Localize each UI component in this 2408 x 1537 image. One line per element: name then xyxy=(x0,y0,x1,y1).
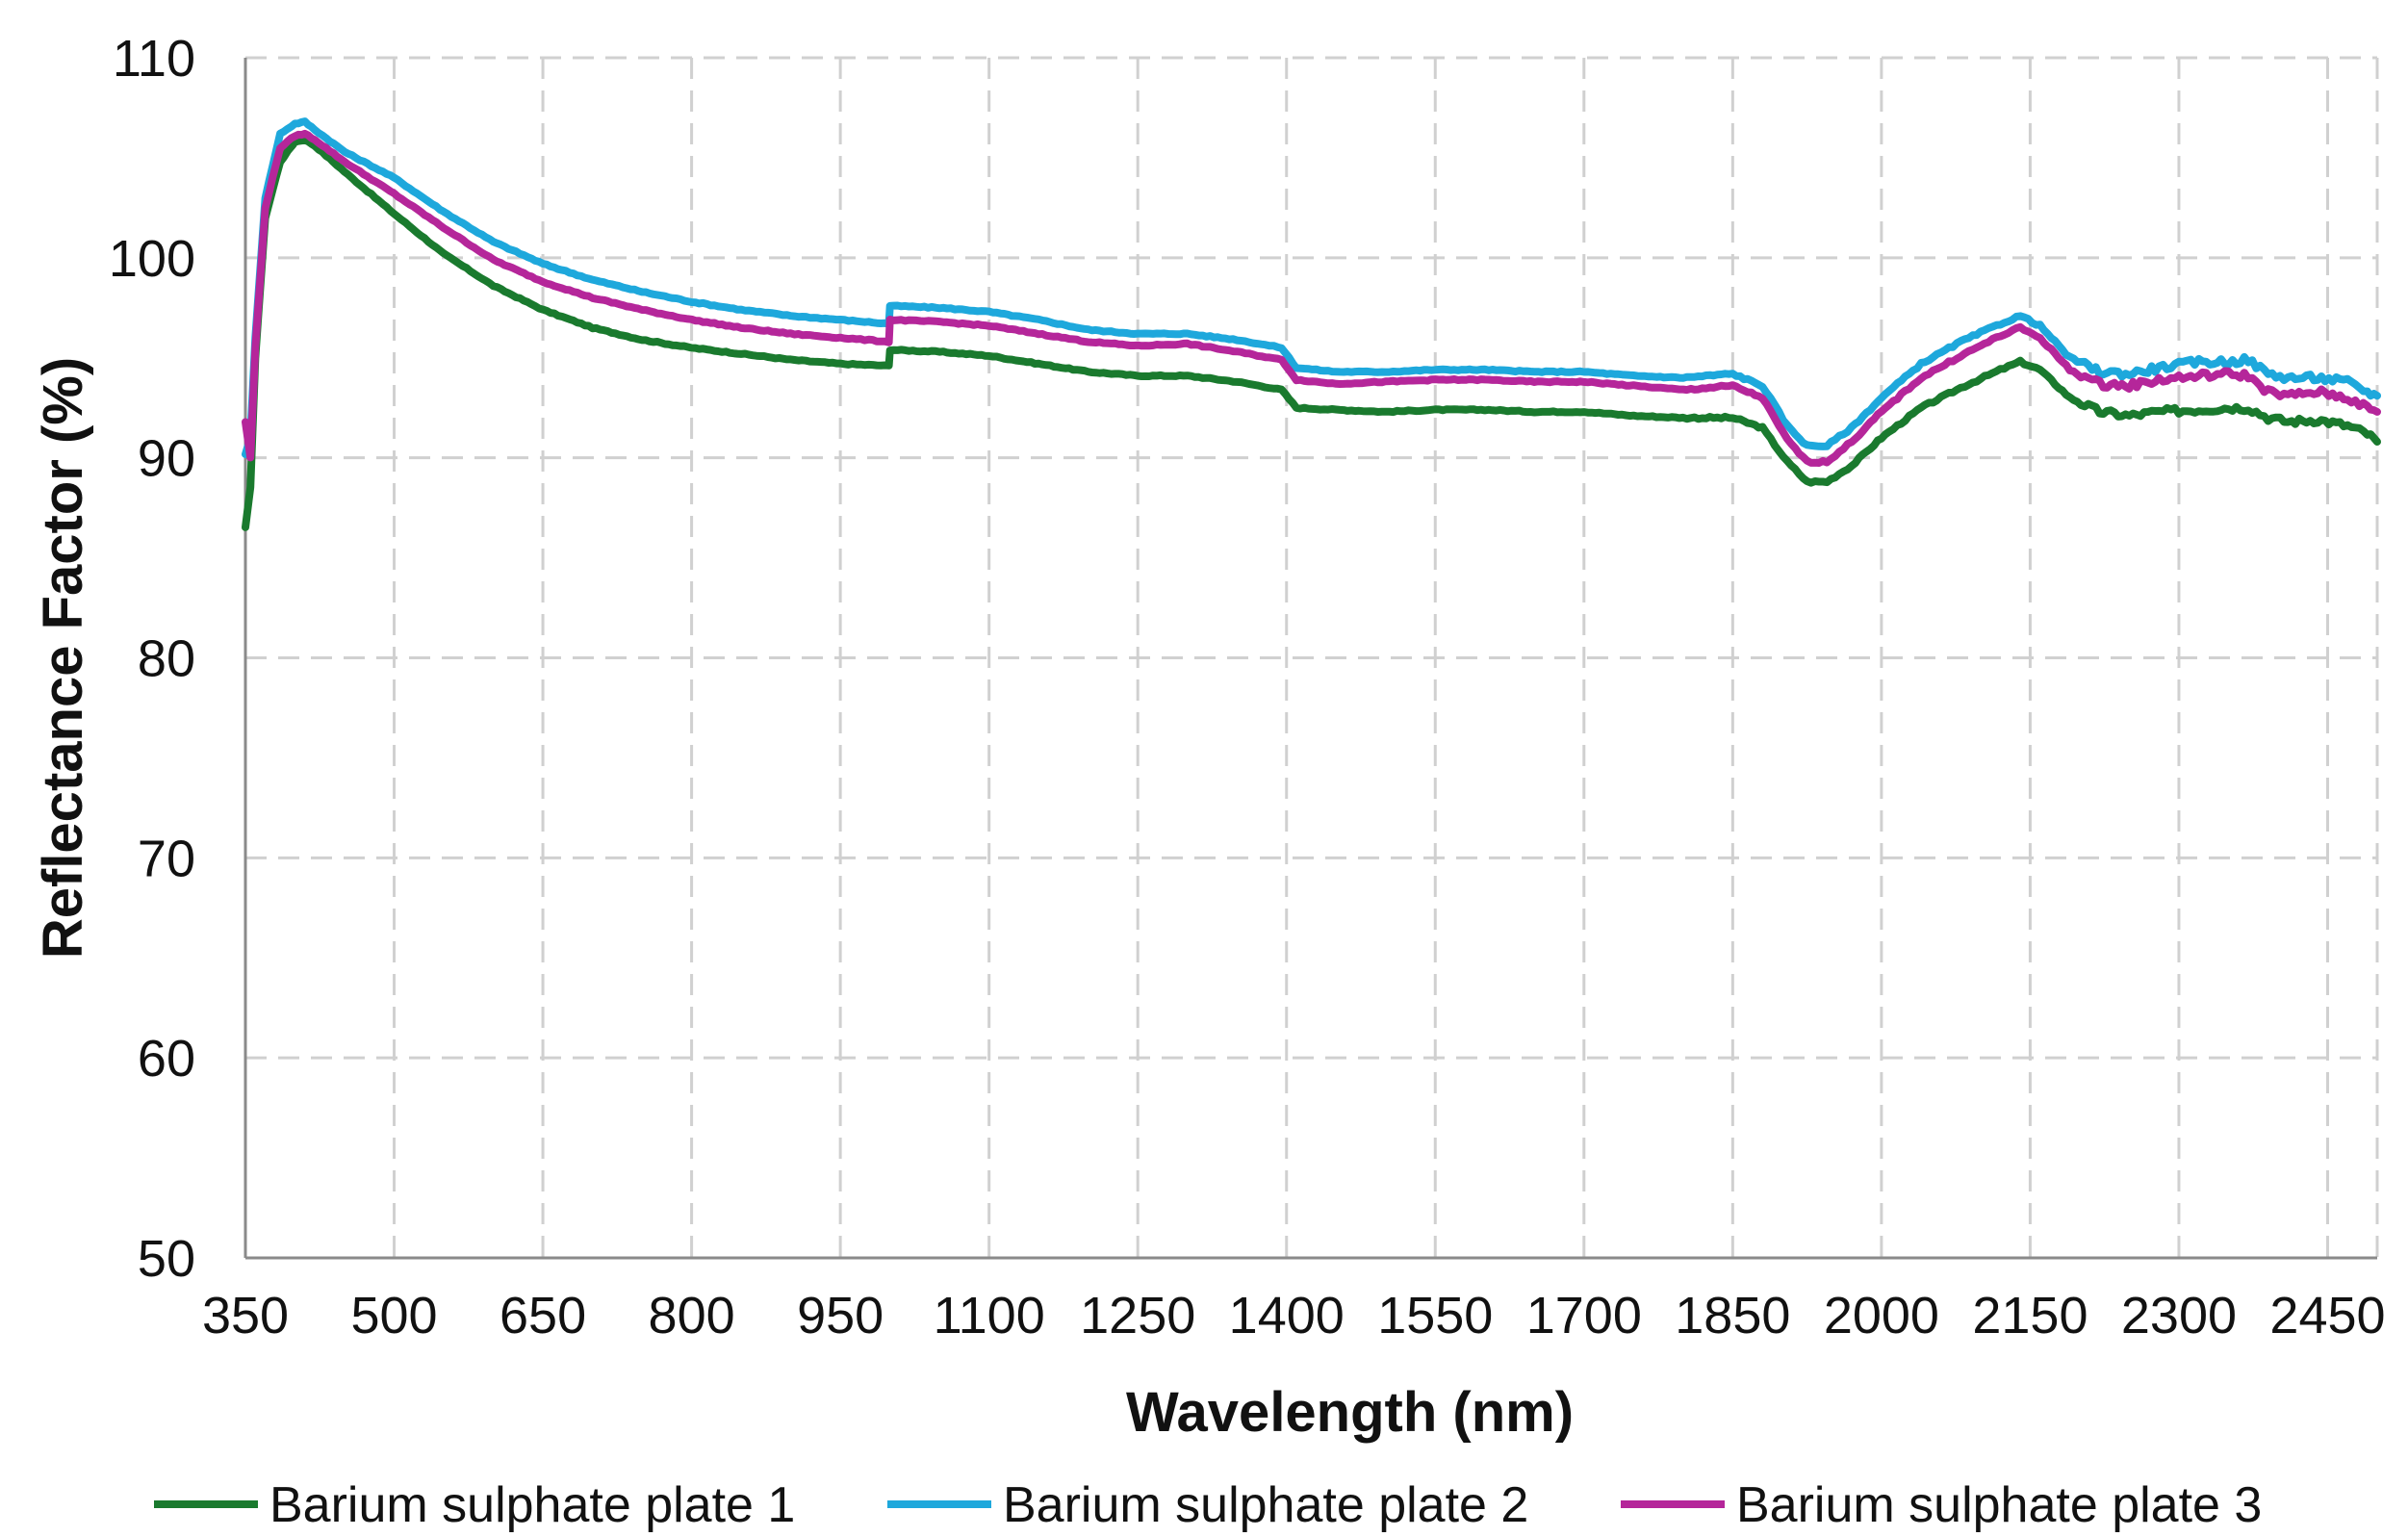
y-tick-label-90: 90 xyxy=(138,430,195,488)
legend-item-plate-2: Barium sulphate plate 2 xyxy=(887,1477,1528,1533)
series-line-plate-1 xyxy=(242,136,2381,531)
y-tick-label-70: 70 xyxy=(138,830,195,887)
x-tick-label-1100: 1100 xyxy=(934,1287,1045,1345)
series-lines xyxy=(242,117,2381,531)
x-tick-label-350: 350 xyxy=(202,1287,289,1345)
x-tick-label-2450: 2450 xyxy=(2269,1287,2385,1345)
x-tick-label-1850: 1850 xyxy=(1675,1287,1790,1345)
y-tick-label-50: 50 xyxy=(138,1230,195,1288)
legend: Barium sulphate plate 1 Barium sulphate … xyxy=(154,1477,2262,1533)
x-tick-label-2150: 2150 xyxy=(1972,1287,2088,1345)
x-tick-label-1700: 1700 xyxy=(1526,1287,1642,1345)
x-tick-label-1550: 1550 xyxy=(1377,1287,1493,1345)
tick-labels: 50 60 70 80 90 100 110 350 500 650 800 950 1100 1250 1… xyxy=(109,30,2386,1345)
x-tick-label-2300: 2300 xyxy=(2121,1287,2237,1345)
series-line-plate-3 xyxy=(242,129,2381,467)
x-tick-label-650: 650 xyxy=(500,1287,586,1345)
legend-item-plate-3: Barium sulphate plate 3 xyxy=(1621,1477,2262,1533)
x-tick-label-500: 500 xyxy=(350,1287,437,1345)
y-tick-label-60: 60 xyxy=(138,1030,195,1088)
y-tick-label-110: 110 xyxy=(113,30,195,88)
series-line-plate-2 xyxy=(242,117,2381,458)
legend-label-plate-3: Barium sulphate plate 3 xyxy=(1736,1477,2262,1533)
y-axis-title: Reflectance Factor (%) xyxy=(32,357,94,959)
x-tick-label-2000: 2000 xyxy=(1824,1287,1939,1345)
x-tick-label-1250: 1250 xyxy=(1080,1287,1195,1345)
legend-label-plate-2: Barium sulphate plate 2 xyxy=(1003,1477,1528,1533)
legend-item-plate-1: Barium sulphate plate 1 xyxy=(154,1477,795,1533)
x-axis-title: Wavelength (nm) xyxy=(1126,1381,1574,1444)
grid xyxy=(245,56,2379,1258)
x-tick-label-1400: 1400 xyxy=(1229,1287,1345,1345)
x-tick-label-800: 800 xyxy=(649,1287,735,1345)
x-tick-label-950: 950 xyxy=(797,1287,884,1345)
legend-label-plate-1: Barium sulphate plate 1 xyxy=(269,1477,795,1533)
y-tick-label-100: 100 xyxy=(109,230,195,288)
axes xyxy=(243,58,2377,1260)
y-tick-label-80: 80 xyxy=(138,630,195,688)
